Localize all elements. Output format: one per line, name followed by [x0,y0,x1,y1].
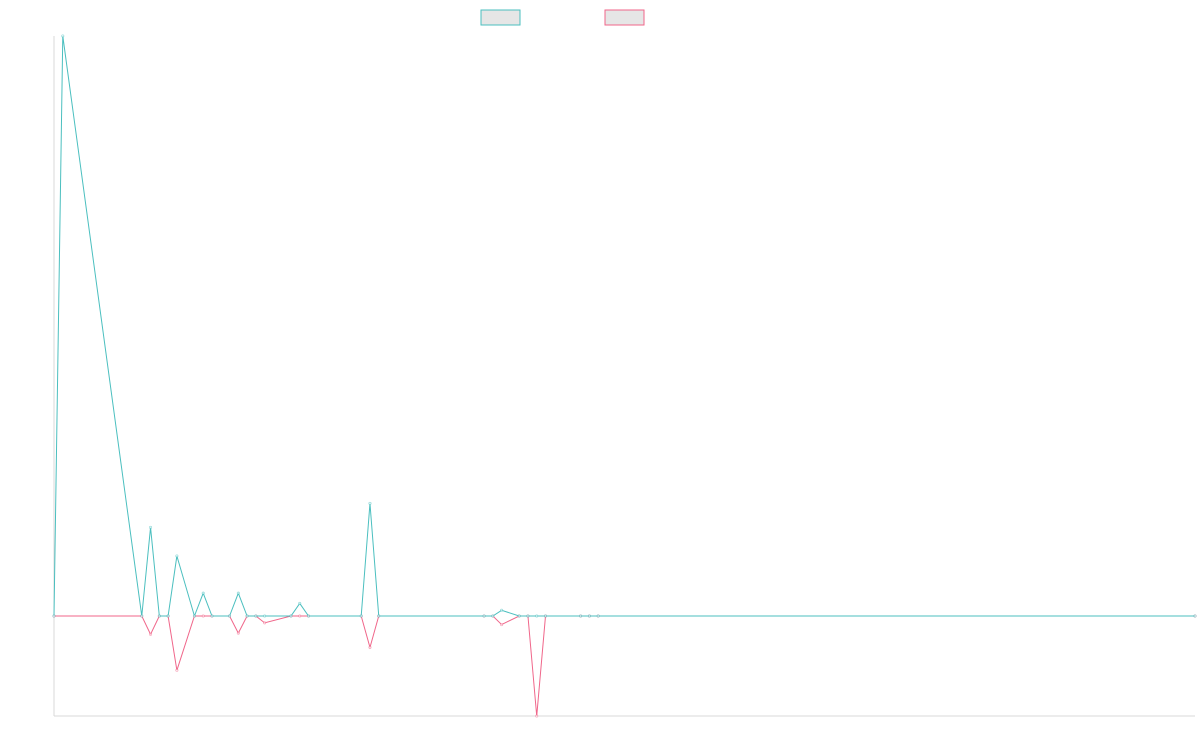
chart-axes [53,36,1195,717]
series-2-point [263,621,267,625]
legend-swatch-series-1[interactable] [480,9,521,26]
series-2-line [54,615,1195,717]
series-1-point [52,614,56,618]
series-1-point [192,614,196,618]
series-layer [52,34,1197,718]
series-2-point [298,614,302,618]
series-1-point [491,614,495,618]
series-1-point [544,614,548,618]
series-2-point [201,614,205,618]
legend[interactable] [480,9,645,26]
series-1-point [166,614,170,618]
series-1-point [254,614,258,618]
series-1-point [307,614,311,618]
series-1-point [526,614,530,618]
series-1-point [359,614,363,618]
series-1-point [245,614,249,618]
series-1-point [587,614,591,618]
series-1-point [61,34,65,38]
series-2-point [500,623,504,627]
series-1-point [298,601,302,605]
series-1-point [377,614,381,618]
series-1-point [1193,614,1197,618]
series-1-line [53,35,1195,618]
series-2-point [368,645,372,649]
series-1-point [236,591,240,595]
series-1-point [535,614,539,618]
series-1-point [210,614,214,618]
series-1-point [517,614,521,618]
series-1-point [579,614,583,618]
legend-swatch-series-2[interactable] [604,9,645,26]
series-2-point [236,631,240,635]
series-1-point [140,614,144,618]
series-2-point [175,668,179,672]
series-2-point [149,632,153,636]
series-1-point [157,614,161,618]
series-1-point [263,614,267,618]
series-1-point [368,501,372,505]
series-1-point [482,614,486,618]
series-1-point [500,608,504,612]
series-1-point [289,614,293,618]
series-1-point [175,554,179,558]
series-1-point [596,614,600,618]
series-2-point [535,714,539,718]
series-1-point [228,614,232,618]
series-1-point [201,591,205,595]
series-1-point [149,525,153,529]
